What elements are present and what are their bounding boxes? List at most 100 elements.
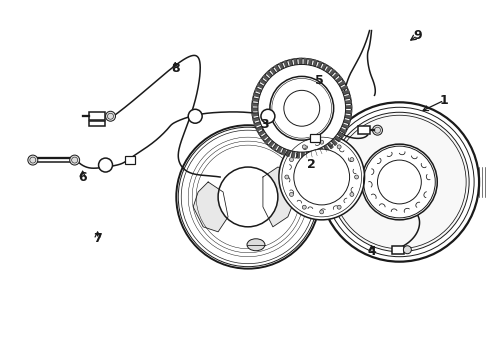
Circle shape	[218, 167, 277, 227]
Polygon shape	[321, 64, 326, 70]
Circle shape	[336, 205, 341, 209]
Polygon shape	[293, 59, 297, 65]
Polygon shape	[304, 59, 306, 65]
Text: 1: 1	[439, 94, 447, 107]
Polygon shape	[317, 62, 322, 68]
Polygon shape	[193, 182, 227, 232]
Circle shape	[28, 155, 38, 165]
Polygon shape	[342, 90, 348, 95]
Polygon shape	[253, 93, 260, 97]
Ellipse shape	[246, 239, 264, 251]
Polygon shape	[256, 126, 262, 131]
Polygon shape	[270, 68, 275, 74]
Polygon shape	[344, 115, 350, 119]
Polygon shape	[339, 128, 346, 133]
Circle shape	[319, 210, 323, 214]
FancyBboxPatch shape	[125, 156, 135, 164]
Text: 9: 9	[412, 29, 421, 42]
Polygon shape	[301, 152, 304, 158]
Polygon shape	[257, 84, 264, 88]
Polygon shape	[279, 63, 284, 69]
Polygon shape	[341, 124, 347, 129]
Polygon shape	[345, 100, 350, 104]
Circle shape	[349, 193, 353, 197]
Circle shape	[105, 111, 115, 121]
Circle shape	[69, 155, 80, 165]
Polygon shape	[343, 120, 349, 124]
Circle shape	[319, 102, 478, 262]
Circle shape	[361, 144, 436, 220]
Circle shape	[329, 112, 468, 252]
Circle shape	[302, 205, 305, 209]
Polygon shape	[251, 103, 258, 106]
Circle shape	[188, 109, 202, 123]
Circle shape	[289, 193, 293, 197]
Polygon shape	[253, 117, 259, 121]
Polygon shape	[261, 134, 267, 140]
Circle shape	[319, 140, 323, 144]
Circle shape	[293, 149, 349, 205]
Polygon shape	[288, 59, 292, 66]
Polygon shape	[335, 77, 342, 82]
Polygon shape	[329, 69, 334, 76]
Polygon shape	[327, 142, 332, 149]
Polygon shape	[334, 136, 340, 141]
Circle shape	[278, 134, 364, 220]
Polygon shape	[323, 145, 328, 152]
Text: 4: 4	[366, 245, 375, 258]
Circle shape	[302, 145, 305, 149]
Text: 7: 7	[93, 232, 102, 245]
Polygon shape	[268, 141, 274, 147]
Polygon shape	[274, 65, 279, 72]
Polygon shape	[345, 111, 351, 113]
Circle shape	[372, 125, 382, 135]
Polygon shape	[258, 130, 264, 135]
FancyBboxPatch shape	[392, 246, 404, 254]
Polygon shape	[254, 122, 260, 126]
Polygon shape	[345, 106, 351, 108]
Polygon shape	[255, 88, 261, 93]
Polygon shape	[272, 144, 277, 150]
Polygon shape	[338, 81, 344, 86]
Polygon shape	[291, 151, 294, 157]
Circle shape	[176, 125, 319, 269]
Circle shape	[354, 175, 358, 179]
Circle shape	[283, 90, 319, 126]
Polygon shape	[310, 150, 314, 157]
Polygon shape	[260, 79, 266, 84]
Polygon shape	[266, 71, 272, 77]
Text: 8: 8	[171, 62, 179, 75]
Polygon shape	[306, 152, 309, 158]
Circle shape	[99, 158, 112, 172]
Circle shape	[251, 58, 351, 158]
Polygon shape	[308, 59, 311, 66]
Polygon shape	[344, 95, 350, 99]
Circle shape	[289, 158, 293, 162]
Text: 5: 5	[315, 74, 324, 87]
Circle shape	[269, 76, 333, 140]
Polygon shape	[284, 61, 287, 67]
Polygon shape	[252, 113, 258, 116]
Polygon shape	[340, 86, 346, 90]
Polygon shape	[312, 60, 317, 67]
FancyBboxPatch shape	[88, 121, 104, 126]
FancyBboxPatch shape	[88, 112, 104, 120]
Polygon shape	[263, 75, 269, 81]
Polygon shape	[315, 149, 319, 156]
Polygon shape	[319, 147, 324, 154]
Circle shape	[403, 246, 410, 254]
Polygon shape	[286, 150, 290, 156]
Polygon shape	[263, 167, 297, 227]
Circle shape	[258, 64, 345, 152]
Polygon shape	[252, 98, 258, 102]
Text: 3: 3	[260, 118, 269, 131]
Polygon shape	[296, 152, 299, 158]
FancyBboxPatch shape	[357, 126, 369, 134]
Circle shape	[261, 109, 274, 123]
Text: 6: 6	[78, 171, 87, 184]
FancyBboxPatch shape	[309, 134, 319, 142]
Polygon shape	[332, 73, 338, 79]
Polygon shape	[281, 148, 285, 155]
Polygon shape	[276, 146, 281, 153]
Polygon shape	[251, 108, 258, 111]
